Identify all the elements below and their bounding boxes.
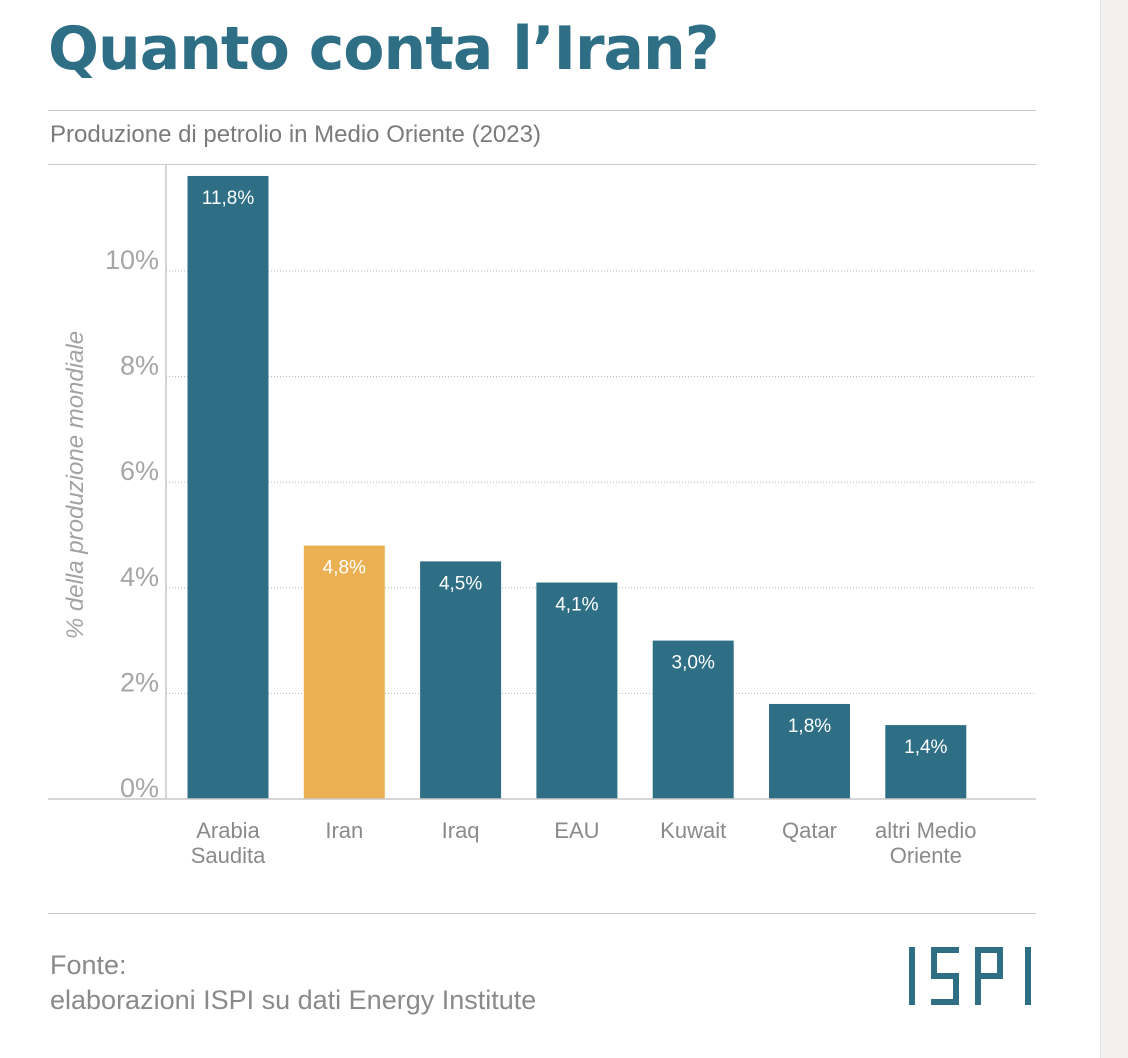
ispi-logo bbox=[909, 947, 1031, 1005]
y-tick-label: 10% bbox=[105, 245, 159, 275]
source-note: Fonte: elaborazioni ISPI su dati Energy … bbox=[50, 948, 536, 1018]
bar bbox=[187, 175, 269, 799]
bar bbox=[303, 545, 385, 799]
source-text: elaborazioni ISPI su dati Energy Institu… bbox=[50, 985, 537, 1015]
x-tick-label: Oriente bbox=[890, 843, 962, 868]
data-label: 11,8% bbox=[202, 188, 255, 209]
footer-divider bbox=[48, 913, 1036, 914]
side-panel bbox=[1100, 0, 1128, 1058]
bar bbox=[420, 561, 502, 799]
subtitle-divider bbox=[48, 164, 1036, 165]
x-tick-label: EAU bbox=[554, 818, 599, 843]
x-tick-label: Iraq bbox=[442, 818, 480, 843]
data-label: 1,8% bbox=[788, 716, 831, 737]
data-label: 4,8% bbox=[323, 558, 366, 579]
bar bbox=[885, 725, 967, 799]
x-tick-label: altri Medio bbox=[875, 818, 976, 843]
y-tick-label: 2% bbox=[120, 667, 159, 697]
bar bbox=[652, 640, 734, 799]
source-label: Fonte: bbox=[50, 950, 127, 980]
x-tick-label: Kuwait bbox=[660, 818, 726, 843]
y-tick-label: 4% bbox=[120, 562, 159, 592]
data-label: 3,0% bbox=[672, 653, 715, 674]
bar bbox=[536, 582, 618, 799]
x-tick-label: Iran bbox=[325, 818, 363, 843]
title-divider bbox=[48, 110, 1036, 111]
x-tick-label: Saudita bbox=[191, 843, 266, 868]
data-label: 4,1% bbox=[555, 595, 598, 616]
bar bbox=[769, 703, 850, 799]
data-label: 4,5% bbox=[439, 573, 482, 594]
data-label: 1,4% bbox=[904, 737, 947, 758]
y-tick-label: 0% bbox=[120, 773, 159, 803]
y-tick-label: 6% bbox=[120, 456, 159, 486]
page-title: Quanto conta l’Iran? bbox=[48, 14, 720, 84]
y-tick-label: 8% bbox=[120, 351, 159, 381]
x-tick-label: Arabia bbox=[196, 818, 260, 843]
chart-subtitle: Produzione di petrolio in Medio Oriente … bbox=[50, 121, 541, 148]
x-tick-label: Qatar bbox=[782, 818, 837, 843]
